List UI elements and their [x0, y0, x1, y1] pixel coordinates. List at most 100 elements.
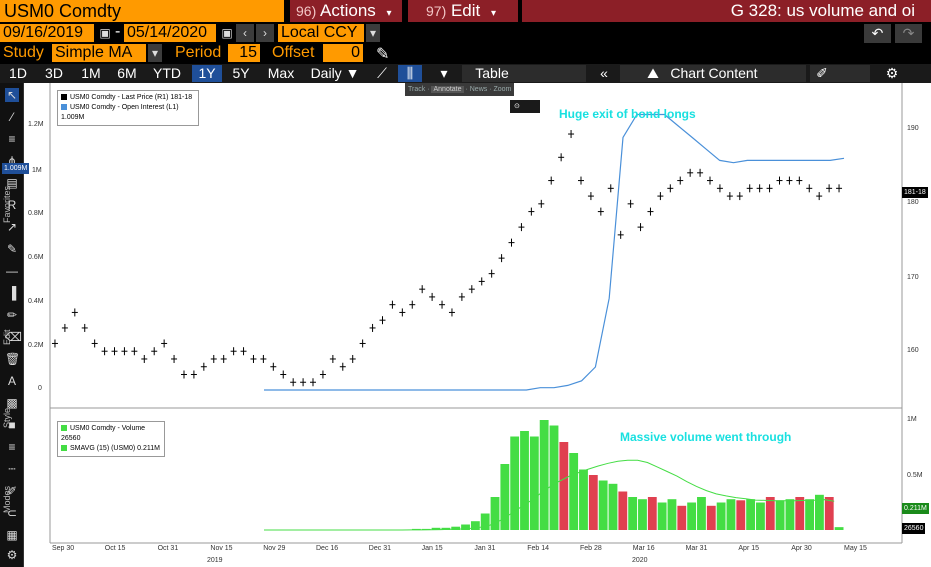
trash-icon[interactable]: 🗑 [5, 352, 21, 366]
range-1d[interactable]: 1D [9, 65, 27, 81]
x-tick: May 15 [844, 545, 867, 552]
end-date-input[interactable]: 05/14/2020 [124, 24, 216, 42]
sma-value-tag: 0.211M [902, 503, 929, 514]
undo-button[interactable]: ↶ [864, 24, 891, 43]
chevron-down-icon[interactable]: ▾ [440, 65, 448, 81]
bar-chart-icon[interactable]: ⫼ [398, 65, 422, 82]
range-6m[interactable]: 6M [117, 65, 137, 81]
study-select[interactable]: Simple MA [52, 44, 146, 62]
volume-bar [431, 527, 441, 530]
study-bar: Study Simple MA ▾ Period 15 Offset 0 ✎ [0, 43, 931, 64]
line-tool-icon[interactable]: ⁄ [10, 110, 13, 124]
legend-item-volume: USM0 Comdty - Volume 26560 [61, 424, 161, 444]
pen-icon[interactable]: ✏ [6, 308, 18, 322]
r-icon[interactable]: R [7, 198, 17, 212]
hline-icon[interactable]: — [6, 264, 18, 278]
range-ytd[interactable]: YTD [153, 65, 181, 81]
currency-select[interactable]: Local CCY [278, 24, 364, 42]
year-label-2019: 2019 [207, 557, 223, 564]
edit-menu[interactable]: 97) Edit ▾ [408, 0, 518, 22]
volume-bar [756, 502, 765, 530]
y-tick-right: 170 [907, 274, 919, 281]
chevron-down-icon[interactable]: ▾ [148, 44, 162, 62]
gear-icon[interactable]: ⚙ [885, 65, 899, 81]
volume-bar [687, 502, 697, 530]
period-label: Period [175, 44, 222, 61]
actions-label: Actions [320, 1, 376, 20]
legend-sma-text: SMAVG (15) (USM0) 0.211M [70, 445, 160, 452]
ray-icon[interactable]: ↗ [6, 220, 18, 234]
range-1y[interactable]: 1Y [192, 65, 222, 82]
lock-icon[interactable]: ▦ [6, 528, 18, 542]
brush-icon[interactable]: ✎ [6, 242, 18, 256]
marker-icon[interactable]: ▐ [7, 286, 17, 300]
legend-oi-text: USM0 Comdty - Open Interest (L1) 1.009M [61, 104, 179, 121]
legend-item-price: USM0 Comdty - Last Price (R1) 181-18 [61, 93, 195, 103]
start-date-input[interactable]: 09/16/2019 [0, 24, 94, 42]
volume-bar [628, 497, 638, 530]
redo-button[interactable]: ↷ [895, 24, 922, 43]
x-tick: Nov 15 [210, 545, 233, 552]
x-tick: Jan 15 [421, 545, 443, 552]
volume-bar [520, 431, 529, 530]
annotate-tool[interactable]: Annotate [431, 86, 464, 93]
open-interest-line [264, 113, 845, 391]
calendar-icon[interactable]: ▣ [221, 26, 233, 40]
channel-icon[interactable]: ▤ [6, 176, 18, 190]
x-tick: Feb 14 [527, 545, 549, 552]
color-icon[interactable]: ▩ [6, 396, 18, 410]
volume-bar [795, 497, 805, 530]
line-weight-icon[interactable]: ≡ [8, 440, 16, 454]
title-bar: USM0 Comdty 96) Actions ▾ 97) Edit ▾ G 3… [0, 0, 931, 22]
fill-icon[interactable]: ■ [8, 418, 16, 432]
prev-arrow-icon[interactable]: ‹ [236, 24, 254, 42]
legend-swatch [61, 425, 67, 432]
range-5y[interactable]: 5Y [232, 65, 250, 81]
legend-swatch [61, 104, 67, 111]
range-3d[interactable]: 3D [45, 65, 63, 81]
magnet-icon[interactable]: ⊂ [6, 506, 18, 520]
next-arrow-icon[interactable]: › [256, 24, 274, 42]
legend-swatch [61, 94, 67, 101]
actions-menu[interactable]: 96) Actions ▾ [290, 0, 402, 22]
fib-icon[interactable]: ≡ [8, 132, 16, 146]
x-tick: Dec 16 [316, 545, 339, 552]
line-chart-icon[interactable]: ⟋ [377, 65, 387, 81]
draw-mode-icon[interactable]: ✐ [6, 484, 18, 498]
news-tool[interactable]: News [469, 86, 488, 93]
reset-button[interactable]: ⊙ Reset [510, 100, 540, 123]
x-tick: Dec 31 [368, 545, 391, 552]
volume-bar [746, 499, 756, 530]
chart-content-button[interactable]: Chart Content [670, 65, 758, 81]
fork-icon[interactable]: ⋔ [6, 154, 18, 168]
legend-volume-text: USM0 Comdty - Volume 26560 [61, 425, 146, 442]
chevron-down-icon[interactable]: ▾ [366, 24, 380, 42]
chart-tools-bar: Track · Annotate · News · Zoom [405, 83, 515, 96]
ticker-field[interactable]: USM0 Comdty [0, 0, 284, 22]
edit-chart-icon[interactable]: ✐ [816, 65, 828, 81]
cursor-icon[interactable]: ↖ [5, 88, 19, 102]
chart-area[interactable]: USM0 Comdty - Last Price (R1) 181-18 USM… [2, 83, 931, 567]
range-max[interactable]: Max [267, 65, 295, 81]
open-interest-series [264, 113, 845, 391]
chevron-down-icon: ▾ [386, 8, 392, 19]
chevron-down-icon: ▾ [491, 8, 497, 19]
pencil-icon[interactable]: ✎ [376, 46, 390, 63]
volume-bar [588, 475, 598, 530]
zoom-tool[interactable]: Zoom [493, 86, 512, 93]
calendar-icon[interactable]: ▣ [99, 26, 111, 40]
page-title: G 328: us volume and oi [522, 0, 931, 22]
text-icon[interactable]: A [7, 374, 16, 388]
offset-input[interactable]: 0 [323, 44, 363, 62]
frequency-select[interactable]: Daily ▼ [310, 65, 360, 81]
x-tick: Mar 16 [632, 545, 655, 552]
collapse-icon[interactable]: « [600, 65, 608, 81]
line-style-icon[interactable]: ┄ [8, 462, 16, 476]
date-separator: - [115, 23, 121, 40]
eraser-icon[interactable]: ⌫ [5, 330, 22, 344]
range-1m[interactable]: 1M [81, 65, 101, 81]
settings-icon[interactable]: ⚙ [6, 548, 18, 562]
track-tool[interactable]: Track [408, 86, 426, 93]
period-input[interactable]: 15 [228, 44, 260, 62]
table-button[interactable]: Table [475, 65, 509, 81]
